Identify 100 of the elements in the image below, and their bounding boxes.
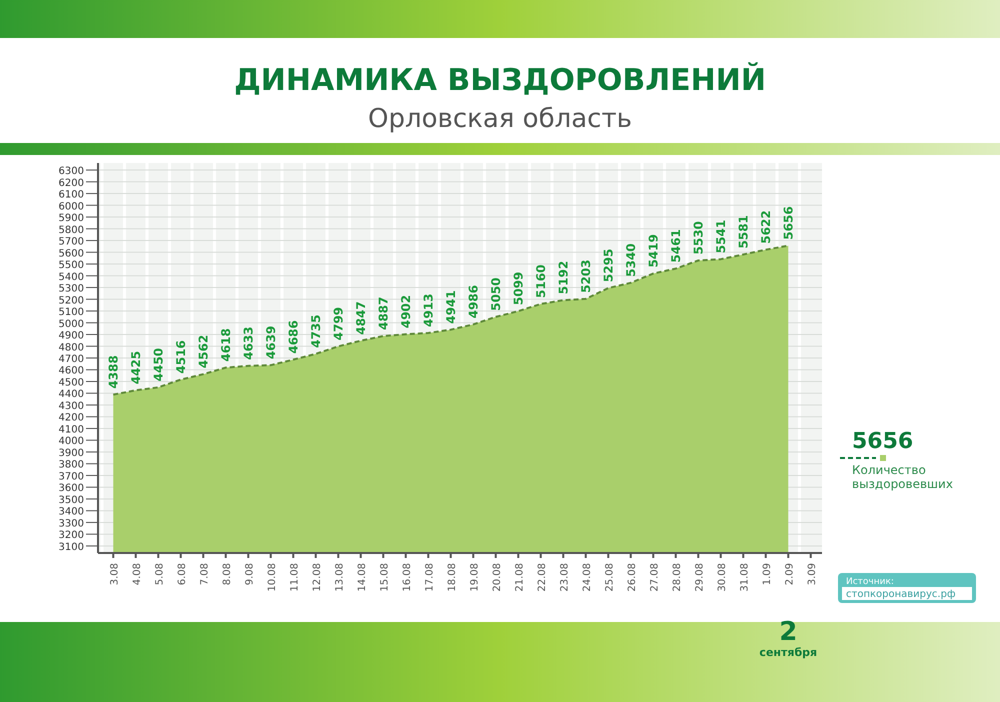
y-tick-label: 3700 — [58, 471, 84, 482]
x-tick-label: 20.08 — [492, 563, 503, 592]
data-label: 5419 — [646, 234, 660, 268]
x-tick-label: 1.09 — [762, 563, 773, 586]
data-label: 4941 — [444, 290, 458, 324]
y-tick-label: 4900 — [58, 330, 84, 342]
x-tick-label: 18.08 — [446, 563, 458, 592]
text: Источник: — [846, 577, 894, 587]
y-tick-label: 4200 — [58, 412, 84, 424]
x-tick-label: 25.08 — [604, 563, 616, 592]
data-label: 4986 — [466, 284, 480, 318]
data-label: 4516 — [174, 340, 188, 374]
y-tick-label: 6000 — [58, 201, 84, 212]
y-tick-label: 5500 — [58, 260, 84, 272]
data-label: 4686 — [286, 320, 300, 354]
x-tick-label: 10.08 — [266, 563, 278, 592]
x-tick-label: 17.08 — [424, 563, 436, 592]
data-label: 4562 — [196, 334, 210, 368]
data-label: 4618 — [218, 328, 233, 362]
x-tick-label: 3.08 — [109, 563, 120, 586]
x-tick-label: 15.08 — [379, 563, 390, 592]
y-tick-label: 3100 — [58, 542, 84, 553]
y-tick-label: 3500 — [58, 494, 84, 506]
data-label: 5340 — [624, 243, 638, 277]
data-label: 4388 — [106, 355, 120, 389]
x-tick-label: 16.08 — [402, 563, 413, 592]
x-tick-label: 4.08 — [132, 563, 143, 586]
y-tick-label: 4400 — [58, 389, 84, 400]
data-label: 5099 — [511, 272, 526, 306]
text: 2 сентября — [759, 617, 818, 659]
text: стопкоронавирус.рф — [846, 589, 956, 600]
y-tick-label: 3300 — [58, 518, 84, 530]
x-tick-label: 27.08 — [649, 563, 660, 592]
x-tick-label: 26.08 — [626, 563, 638, 592]
y-tick-label: 5900 — [58, 213, 84, 224]
x-tick-label: 23.08 — [559, 563, 570, 592]
y-tick-label: 3200 — [58, 530, 84, 542]
x-tick-label: 12.08 — [312, 563, 323, 592]
legend-label: Количество выздоровевших — [852, 463, 953, 491]
y-tick-label: 5300 — [58, 284, 84, 295]
data-label: 5192 — [556, 260, 570, 294]
data-label: 4425 — [128, 350, 143, 384]
data-label: 4902 — [398, 294, 413, 328]
y-tick-label: 4000 — [58, 436, 84, 448]
x-tick-label: 8.08 — [222, 563, 233, 586]
y-tick-label: 6300 — [58, 166, 84, 178]
y-tick-label: 5400 — [58, 272, 84, 283]
y-tick-label: 5000 — [58, 318, 84, 330]
data-label: 4887 — [376, 296, 390, 330]
data-label: 5541 — [714, 220, 728, 254]
data-label: 4913 — [421, 294, 436, 327]
y-tick-label: 3800 — [58, 460, 84, 471]
data-label: 5530 — [691, 221, 706, 254]
y-tick-label: 6100 — [58, 190, 84, 201]
y-tick-label: 5700 — [58, 236, 84, 248]
y-tick-label: 5800 — [58, 224, 84, 236]
text: 5656 — [852, 429, 914, 454]
x-tick-label: 21.08 — [514, 563, 526, 592]
data-label: 5622 — [758, 210, 773, 244]
x-tick-label: 11.08 — [289, 563, 300, 592]
data-label: 4735 — [308, 314, 323, 348]
data-label: 5160 — [534, 264, 548, 298]
x-tick-label: 6.08 — [176, 563, 188, 586]
x-tick-label: 9.08 — [244, 563, 256, 586]
chart-title: ДИНАМИКА ВЫЗДОРОВЛЕНИЙ — [234, 62, 766, 98]
x-tick-label: 2.09 — [784, 563, 796, 586]
y-tick-label: 4700 — [58, 354, 84, 365]
x-tick-label: 29.08 — [694, 563, 706, 592]
x-tick-label: 30.08 — [716, 563, 728, 592]
chart-subtitle: Орловская область — [368, 104, 632, 134]
x-tick-label: 28.08 — [672, 563, 683, 592]
data-label: 4639 — [264, 326, 278, 360]
y-tick-label: 4300 — [58, 400, 84, 412]
x-tick-label: 24.08 — [582, 563, 593, 592]
y-tick-label: 4800 — [58, 342, 84, 354]
x-tick-label: 3.09 — [806, 563, 818, 586]
y-tick-label: 4600 — [58, 366, 84, 377]
data-label: 5295 — [601, 248, 616, 282]
x-tick-label: 19.08 — [469, 563, 480, 592]
y-tick-label: 4100 — [58, 424, 84, 436]
data-label: 5203 — [578, 260, 593, 293]
y-tick-label: 3400 — [58, 506, 84, 518]
data-label: 5461 — [668, 229, 683, 263]
y-tick-label: 3900 — [58, 448, 84, 459]
data-label: 4847 — [354, 301, 368, 335]
x-tick-label: 5.08 — [154, 563, 166, 586]
data-label: 5656 — [781, 206, 796, 240]
y-tick-label: 4500 — [58, 377, 84, 388]
data-label: 5581 — [736, 215, 750, 249]
y-tick-label: 6200 — [58, 178, 84, 189]
y-tick-label: 3600 — [58, 483, 84, 494]
data-label: 4633 — [241, 326, 256, 360]
data-label: 5050 — [488, 277, 503, 311]
x-tick-label: 13.08 — [334, 563, 346, 592]
y-tick-label: 5100 — [58, 307, 84, 318]
x-tick-label: 31.08 — [739, 563, 750, 592]
y-tick-label: 5200 — [58, 295, 84, 306]
x-tick-label: 7.08 — [199, 563, 210, 586]
x-tick-label: 22.08 — [536, 563, 548, 592]
y-tick-label: 5600 — [58, 248, 84, 260]
